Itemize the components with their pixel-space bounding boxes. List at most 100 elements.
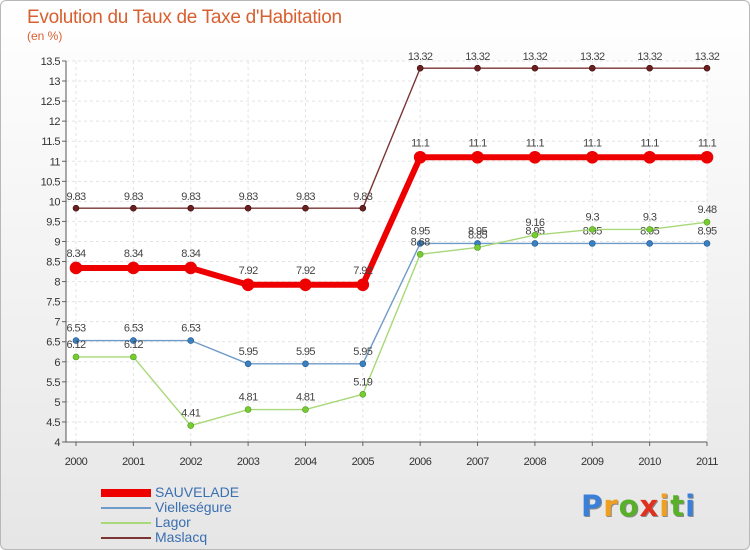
data-label-viellesgure: 8.95 xyxy=(468,225,487,237)
data-point-lagor xyxy=(359,390,367,398)
legend-swatch xyxy=(101,507,151,509)
plot-area xyxy=(66,61,707,442)
data-label-viellesgure: 5.95 xyxy=(239,346,258,358)
data-point-viellesgure xyxy=(531,240,539,247)
series-line-maslacq xyxy=(76,67,707,209)
legend-label: Maslacq xyxy=(155,529,208,545)
data-label-viellesgure: 8.95 xyxy=(697,225,716,237)
data-point-sauvelade xyxy=(700,150,714,164)
legend-label: SAUVELADE xyxy=(155,484,240,500)
y-tick-label: 11.5 xyxy=(41,136,60,148)
data-label-maslacq: 13.32 xyxy=(408,51,433,63)
series-line-lagor xyxy=(76,221,708,427)
x-tick-label: 2004 xyxy=(294,456,317,468)
data-point-sauvelade xyxy=(241,278,255,292)
data-point-lagor xyxy=(187,422,195,429)
y-tick-label: 13.5 xyxy=(41,56,61,68)
data-point-maslacq xyxy=(302,204,309,212)
y-tick-label: 8.5 xyxy=(46,257,60,269)
data-point-lagor xyxy=(474,244,481,251)
data-point-maslacq xyxy=(187,204,195,212)
data-label-lagor: 5.19 xyxy=(353,376,372,388)
legend-swatch xyxy=(101,522,151,524)
y-tick-label: 10 xyxy=(49,196,61,208)
x-tick-label: 2008 xyxy=(524,456,547,468)
data-point-maslacq xyxy=(703,64,711,72)
y-tick-label: 7 xyxy=(54,317,60,329)
y-tick-label: 12.5 xyxy=(41,96,61,108)
y-tick-label: 9 xyxy=(54,236,60,248)
legend-swatch xyxy=(101,537,151,539)
data-point-viellesgure xyxy=(703,240,711,247)
data-point-sauvelade xyxy=(413,150,427,164)
data-point-lagor xyxy=(646,226,653,233)
data-point-viellesgure xyxy=(646,240,653,247)
data-point-viellesgure xyxy=(72,337,80,344)
data-label-sauvelade: 7.92 xyxy=(353,265,372,277)
data-point-sauvelade xyxy=(184,261,198,275)
series-line-sauvelade xyxy=(76,154,707,288)
y-tick-label: 5 xyxy=(54,397,60,409)
y-tick-label: 6.5 xyxy=(46,337,60,349)
y-tick-label: 9.5 xyxy=(46,216,60,228)
data-label-maslacq: 9.83 xyxy=(66,191,85,203)
data-point-maslacq xyxy=(72,204,80,212)
data-point-maslacq xyxy=(588,64,596,72)
data-label-sauvelade: 11.1 xyxy=(583,137,602,149)
data-label-sauvelade: 11.1 xyxy=(641,137,660,149)
data-point-maslacq xyxy=(130,204,137,212)
data-label-lagor: 8.85 xyxy=(468,229,487,241)
legend-swatch xyxy=(101,489,151,497)
y-tick-label: 11 xyxy=(50,156,61,168)
data-label-viellesgure: 8.95 xyxy=(411,225,430,237)
y-tick-label: 8 xyxy=(54,277,60,289)
data-point-maslacq xyxy=(646,64,653,72)
data-point-lagor xyxy=(302,406,309,413)
y-tick-label: 13 xyxy=(49,76,61,88)
x-tick-label: 2003 xyxy=(237,456,260,468)
data-label-sauvelade: 8.34 xyxy=(181,248,200,260)
y-tick-label: 4 xyxy=(54,437,60,449)
data-label-viellesgure: 6.53 xyxy=(124,323,143,335)
data-label-lagor: 4.81 xyxy=(239,392,258,404)
data-label-maslacq: 9.83 xyxy=(124,191,143,203)
x-tick-label: 2009 xyxy=(581,456,604,468)
data-point-viellesgure xyxy=(359,360,367,368)
y-tick-label: 4.5 xyxy=(46,417,60,429)
y-tick-label: 10.5 xyxy=(41,176,61,188)
data-point-sauvelade xyxy=(299,278,312,292)
x-tick-label: 2007 xyxy=(466,456,489,468)
data-point-maslacq xyxy=(359,204,367,212)
data-point-lagor xyxy=(588,226,596,233)
data-point-viellesgure xyxy=(130,337,137,344)
data-label-sauvelade: 11.1 xyxy=(698,137,717,149)
data-point-viellesgure xyxy=(416,240,424,247)
x-tick-label: 2005 xyxy=(352,456,375,468)
chart-title: Evolution du Taux de Taxe d'Habitation xyxy=(27,7,342,28)
data-label-maslacq: 13.32 xyxy=(695,51,720,63)
data-label-lagor: 9.3 xyxy=(643,211,657,223)
y-tick-label: 7.5 xyxy=(46,297,60,309)
data-point-maslacq xyxy=(416,64,424,72)
data-label-sauvelade: 7.92 xyxy=(239,265,258,277)
proxiti-logo: Proxiti xyxy=(581,489,697,523)
legend-label: Lagor xyxy=(155,514,191,530)
legend-label: Vielleségure xyxy=(155,499,232,515)
data-point-viellesgure xyxy=(187,337,195,344)
data-label-maslacq: 9.83 xyxy=(239,191,258,203)
data-point-lagor xyxy=(72,353,80,361)
data-point-lagor xyxy=(416,251,424,258)
data-label-sauvelade: 11.1 xyxy=(411,137,430,149)
data-label-lagor: 9.48 xyxy=(697,204,716,216)
data-label-maslacq: 9.83 xyxy=(181,191,200,203)
data-label-sauvelade: 8.34 xyxy=(124,248,143,260)
data-point-sauvelade xyxy=(356,278,370,292)
data-label-viellesgure: 6.53 xyxy=(66,323,85,335)
data-point-lagor xyxy=(130,353,137,361)
chart-subtitle: (en %) xyxy=(27,29,63,43)
y-tick-label: 5.5 xyxy=(46,377,60,389)
y-tick-label: 12 xyxy=(49,116,61,128)
data-label-sauvelade: 7.92 xyxy=(296,265,315,277)
data-point-sauvelade xyxy=(585,150,599,164)
